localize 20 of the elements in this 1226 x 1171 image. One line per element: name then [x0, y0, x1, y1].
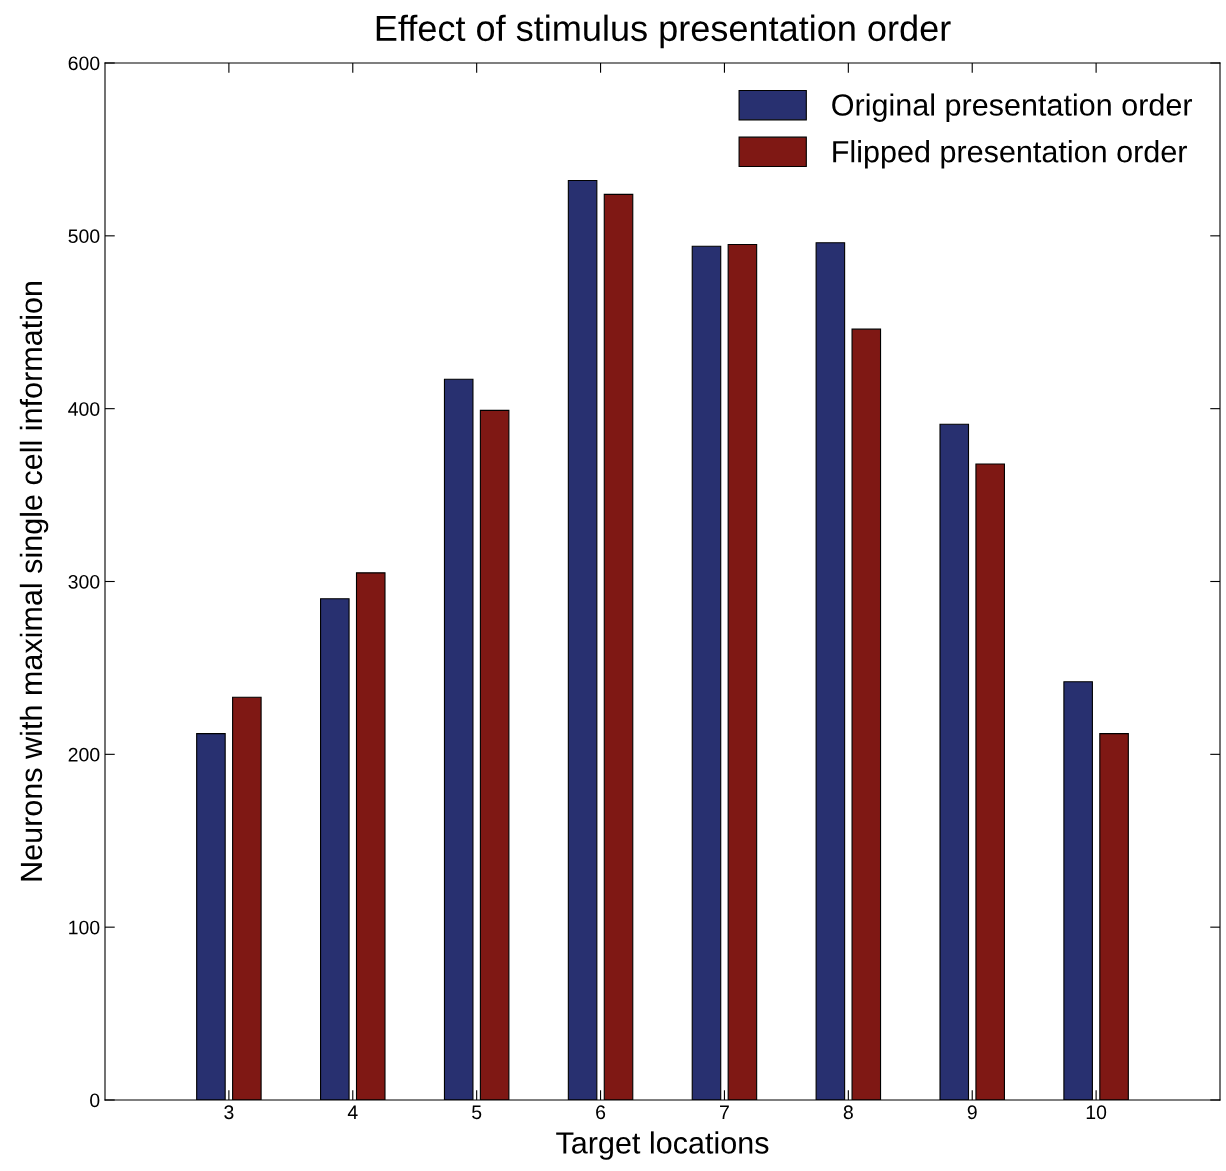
x-axis-title: Target locations — [556, 1131, 769, 1160]
x-tick-label: 5 — [472, 1105, 482, 1120]
x-tick-label: 9 — [967, 1105, 977, 1120]
x-tick-label: 3 — [224, 1105, 234, 1120]
x-tick-label: 10 — [1086, 1105, 1107, 1120]
x-tick-label: 8 — [843, 1105, 853, 1120]
y-tick-label: 500 — [68, 229, 100, 244]
y-tick-label: 100 — [69, 920, 100, 935]
y-tick-label: 600 — [68, 56, 100, 71]
y-tick-label: 300 — [68, 574, 100, 589]
legend-label: Original presentation order — [832, 93, 1193, 122]
y-axis-title: Neurons with maximal single cell information — [19, 282, 49, 881]
chart-title: Effect of stimulus presentation order — [376, 14, 951, 49]
x-tick-label: 7 — [720, 1105, 729, 1119]
x-tick-label: 4 — [347, 1105, 358, 1119]
y-tick-label: 0 — [90, 1093, 100, 1108]
x-tick-label: 6 — [596, 1105, 606, 1120]
y-tick-label: 200 — [68, 747, 100, 762]
legend-label: Flipped presentation order — [833, 140, 1187, 169]
y-tick-label: 400 — [68, 402, 100, 416]
